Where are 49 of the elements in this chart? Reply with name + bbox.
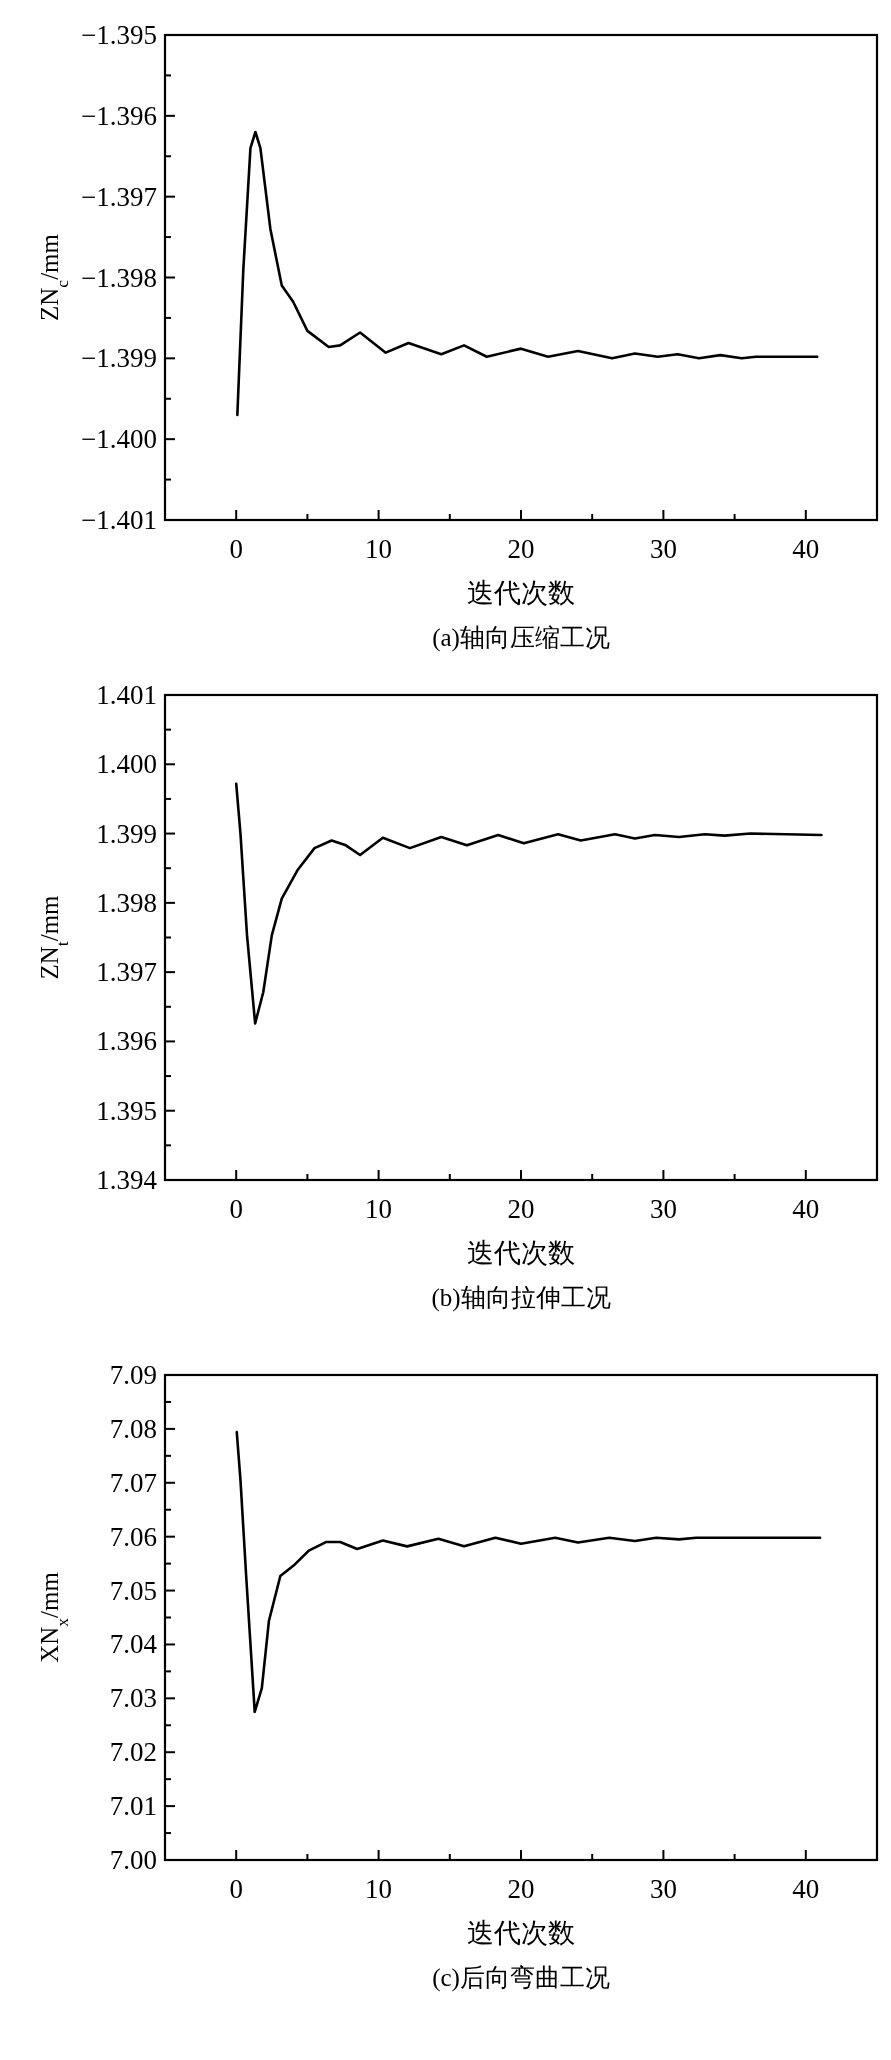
x-tick-label: 40 (792, 534, 820, 564)
x-tick-label: 0 (229, 1874, 243, 1904)
y-tick-label: 1.398 (96, 887, 157, 918)
y-tick-label: 1.394 (96, 1165, 158, 1195)
x-axis-title: 迭代次数 (467, 1238, 575, 1268)
y-tick-label: 7.06 (109, 1521, 157, 1552)
x-tick-label: 10 (365, 1874, 393, 1904)
y-tick-label: −1.399 (81, 343, 157, 374)
y-tick-label: 1.396 (96, 1026, 157, 1057)
x-tick-label: 0 (229, 1194, 243, 1224)
y-tick-label: −1.395 (81, 20, 157, 50)
x-tick-label: 10 (365, 534, 393, 564)
x-axis-title: 迭代次数 (467, 578, 575, 608)
y-tick-label: 7.08 (109, 1413, 157, 1444)
y-tick-label: 7.09 (109, 1360, 157, 1390)
y-tick-label: −1.401 (81, 505, 157, 535)
x-axis-title: 迭代次数 (467, 1918, 575, 1948)
text: (c)后向弯曲工况 (432, 1964, 610, 1992)
x-tick-label: 40 (792, 1874, 820, 1904)
y-tick-label: 7.03 (109, 1683, 157, 1714)
y-tick-label: 1.401 (96, 680, 157, 710)
text: (a)轴向压缩工况 (432, 624, 610, 652)
line-series (235, 1430, 822, 1714)
y-tick-label: 7.05 (109, 1575, 157, 1606)
y-tick-label: 7.01 (109, 1791, 157, 1822)
x-tick-label: 20 (507, 1874, 535, 1904)
line-series (236, 130, 819, 417)
y-tick-label: 1.397 (96, 957, 157, 988)
x-tick-label: 0 (229, 534, 243, 564)
y-tick-label: −1.397 (81, 181, 157, 212)
line-series (234, 782, 823, 1025)
y-tick-label: −1.398 (81, 262, 157, 293)
x-tick-label: 20 (507, 534, 535, 564)
y-tick-label: 7.07 (109, 1467, 157, 1498)
x-tick-label: 10 (365, 1194, 393, 1224)
y-tick-label: 1.400 (96, 749, 157, 780)
y-tick-label: 1.395 (96, 1095, 157, 1126)
y-tick-label: −1.396 (81, 100, 157, 131)
y-tick-label: 7.02 (109, 1737, 157, 1768)
x-tick-label: 20 (507, 1194, 535, 1224)
text: (b)轴向拉伸工况 (431, 1284, 611, 1312)
y-tick-label: 7.00 (109, 1845, 157, 1875)
y-tick-label: −1.400 (81, 424, 157, 455)
x-tick-label: 30 (649, 1194, 677, 1224)
x-tick-label: 30 (649, 1874, 677, 1904)
y-tick-label: 1.399 (96, 818, 157, 849)
x-tick-label: 30 (649, 534, 677, 564)
x-tick-label: 40 (792, 1194, 820, 1224)
y-tick-label: 7.04 (109, 1629, 158, 1660)
